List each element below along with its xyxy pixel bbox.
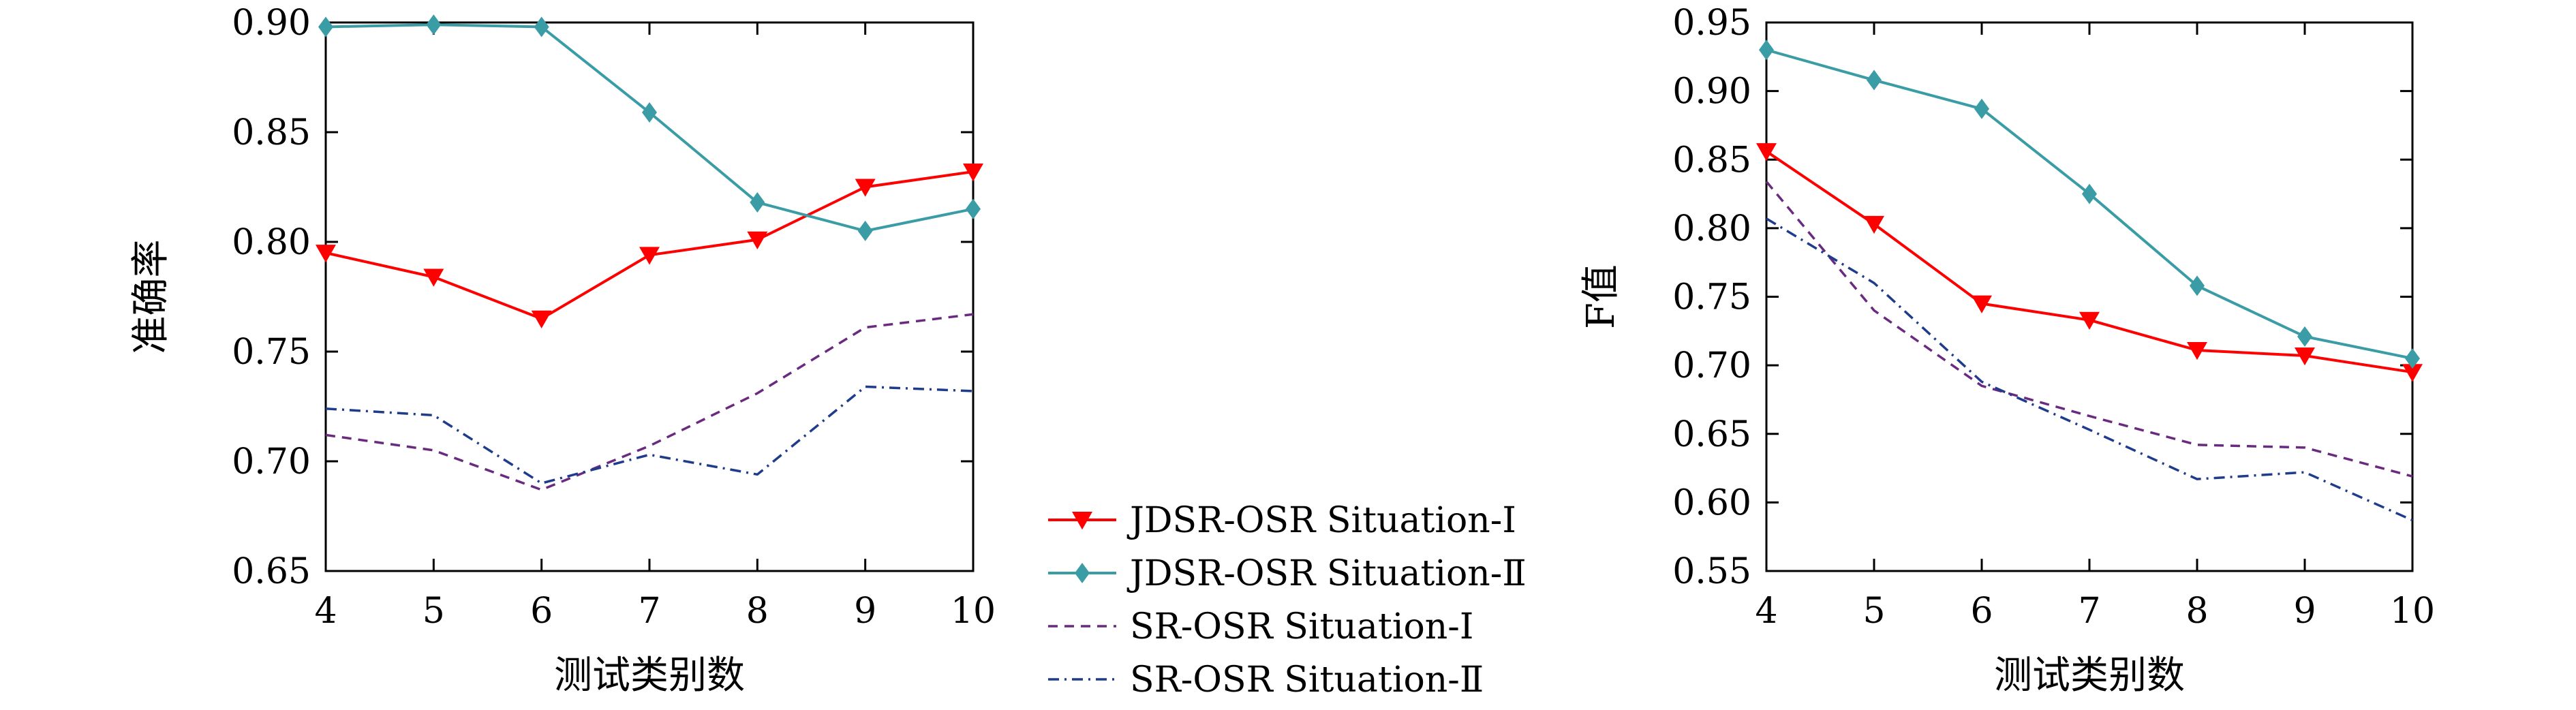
data-point <box>2079 311 2100 330</box>
y-tick-label: 0.65 <box>1672 414 1751 455</box>
series-line-2 <box>325 23 974 232</box>
data-point <box>2082 183 2097 204</box>
y-tick-label: 0.90 <box>232 3 311 44</box>
data-point <box>2187 341 2207 360</box>
data-point <box>1974 98 1989 119</box>
y-tick-label: 0.65 <box>232 551 311 592</box>
legend-label: SR-OSR Situation-Ⅰ <box>1130 606 1473 647</box>
series-line-4 <box>1766 217 2413 522</box>
legend-label: JDSR-OSR Situation-Ⅰ <box>1126 500 1516 541</box>
y-tick-label: 0.90 <box>1672 72 1751 112</box>
data-point <box>531 310 552 328</box>
x-tick-label: 9 <box>854 591 876 632</box>
series-line-4 <box>325 385 974 484</box>
y-axis-title: F值 <box>1579 264 1623 329</box>
series-line-1 <box>325 170 974 320</box>
x-tick-label: 10 <box>951 591 996 632</box>
data-point <box>2402 364 2423 382</box>
legend-marker <box>1072 512 1092 530</box>
data-point <box>1864 215 1884 234</box>
x-tick-label: 7 <box>638 591 660 632</box>
data-point <box>423 268 444 287</box>
data-point <box>855 179 876 197</box>
data-point <box>1972 295 1992 313</box>
data-point <box>963 163 983 182</box>
accuracy-chart: 0.65 0.70 0.75 0.80 0.85 0.90 4 5 6 7 8 9 10 测试类别数 准确率 <box>129 3 996 698</box>
data-point <box>2405 348 2420 369</box>
y-tick-label: 0.80 <box>232 222 311 263</box>
legend-label: JDSR-OSR Situation-Ⅱ <box>1126 553 1527 594</box>
data-point <box>1867 70 1882 91</box>
x-tick-label: 4 <box>314 591 337 632</box>
data-point <box>750 192 765 213</box>
f-value-chart: 0.55 0.60 0.65 0.70 0.75 0.80 0.85 0.90 0.95 4 5 6 7… <box>1579 3 2435 698</box>
x-tick-label: 10 <box>2390 591 2435 632</box>
x-tick-label: 6 <box>1970 591 1993 632</box>
data-point <box>1759 40 1774 61</box>
data-point <box>2190 275 2205 296</box>
y-tick-label: 0.85 <box>1672 140 1751 181</box>
x-tick-label: 5 <box>423 591 445 632</box>
x-tick-label: 8 <box>746 591 769 632</box>
legend-marker <box>1075 563 1090 583</box>
y-tick-label: 0.75 <box>1672 277 1751 318</box>
data-point <box>318 16 333 37</box>
data-point <box>966 198 981 219</box>
data-point <box>2295 348 2315 366</box>
x-tick-label: 4 <box>1755 591 1777 632</box>
data-point <box>747 231 768 250</box>
data-point <box>639 247 660 265</box>
data-point <box>857 220 873 241</box>
x-axis-title: 测试类别数 <box>554 653 745 698</box>
y-tick-label: 0.60 <box>1672 482 1751 523</box>
x-tick-label: 6 <box>530 591 553 632</box>
y-tick-label: 0.85 <box>232 112 311 153</box>
data-point <box>1756 143 1777 161</box>
y-tick-label: 0.70 <box>232 442 311 482</box>
y-tick-label: 0.95 <box>1672 3 1751 44</box>
y-axis-title: 准确率 <box>129 240 173 354</box>
legend: JDSR-OSR Situation-Ⅰ JDSR-OSR Situation-Ⅱ… <box>1048 500 1527 700</box>
x-tick-label: 8 <box>2186 591 2208 632</box>
y-tick-label: 0.80 <box>1672 209 1751 249</box>
data-point <box>642 102 657 123</box>
data-point <box>2297 326 2312 347</box>
x-tick-label: 9 <box>2293 591 2316 632</box>
series-line-3 <box>325 313 974 491</box>
series-line-3 <box>1765 181 2413 478</box>
data-point <box>316 245 336 263</box>
legend-label: SR-OSR Situation-Ⅱ <box>1130 660 1484 700</box>
x-axis-title: 测试类别数 <box>1994 653 2185 698</box>
x-tick-label: 7 <box>2078 591 2100 632</box>
y-tick-label: 0.55 <box>1672 551 1751 592</box>
x-tick-label: 5 <box>1862 591 1885 632</box>
data-point <box>534 16 549 37</box>
y-tick-label: 0.70 <box>1672 345 1751 386</box>
y-tick-label: 0.75 <box>232 332 311 373</box>
data-point <box>426 14 442 35</box>
